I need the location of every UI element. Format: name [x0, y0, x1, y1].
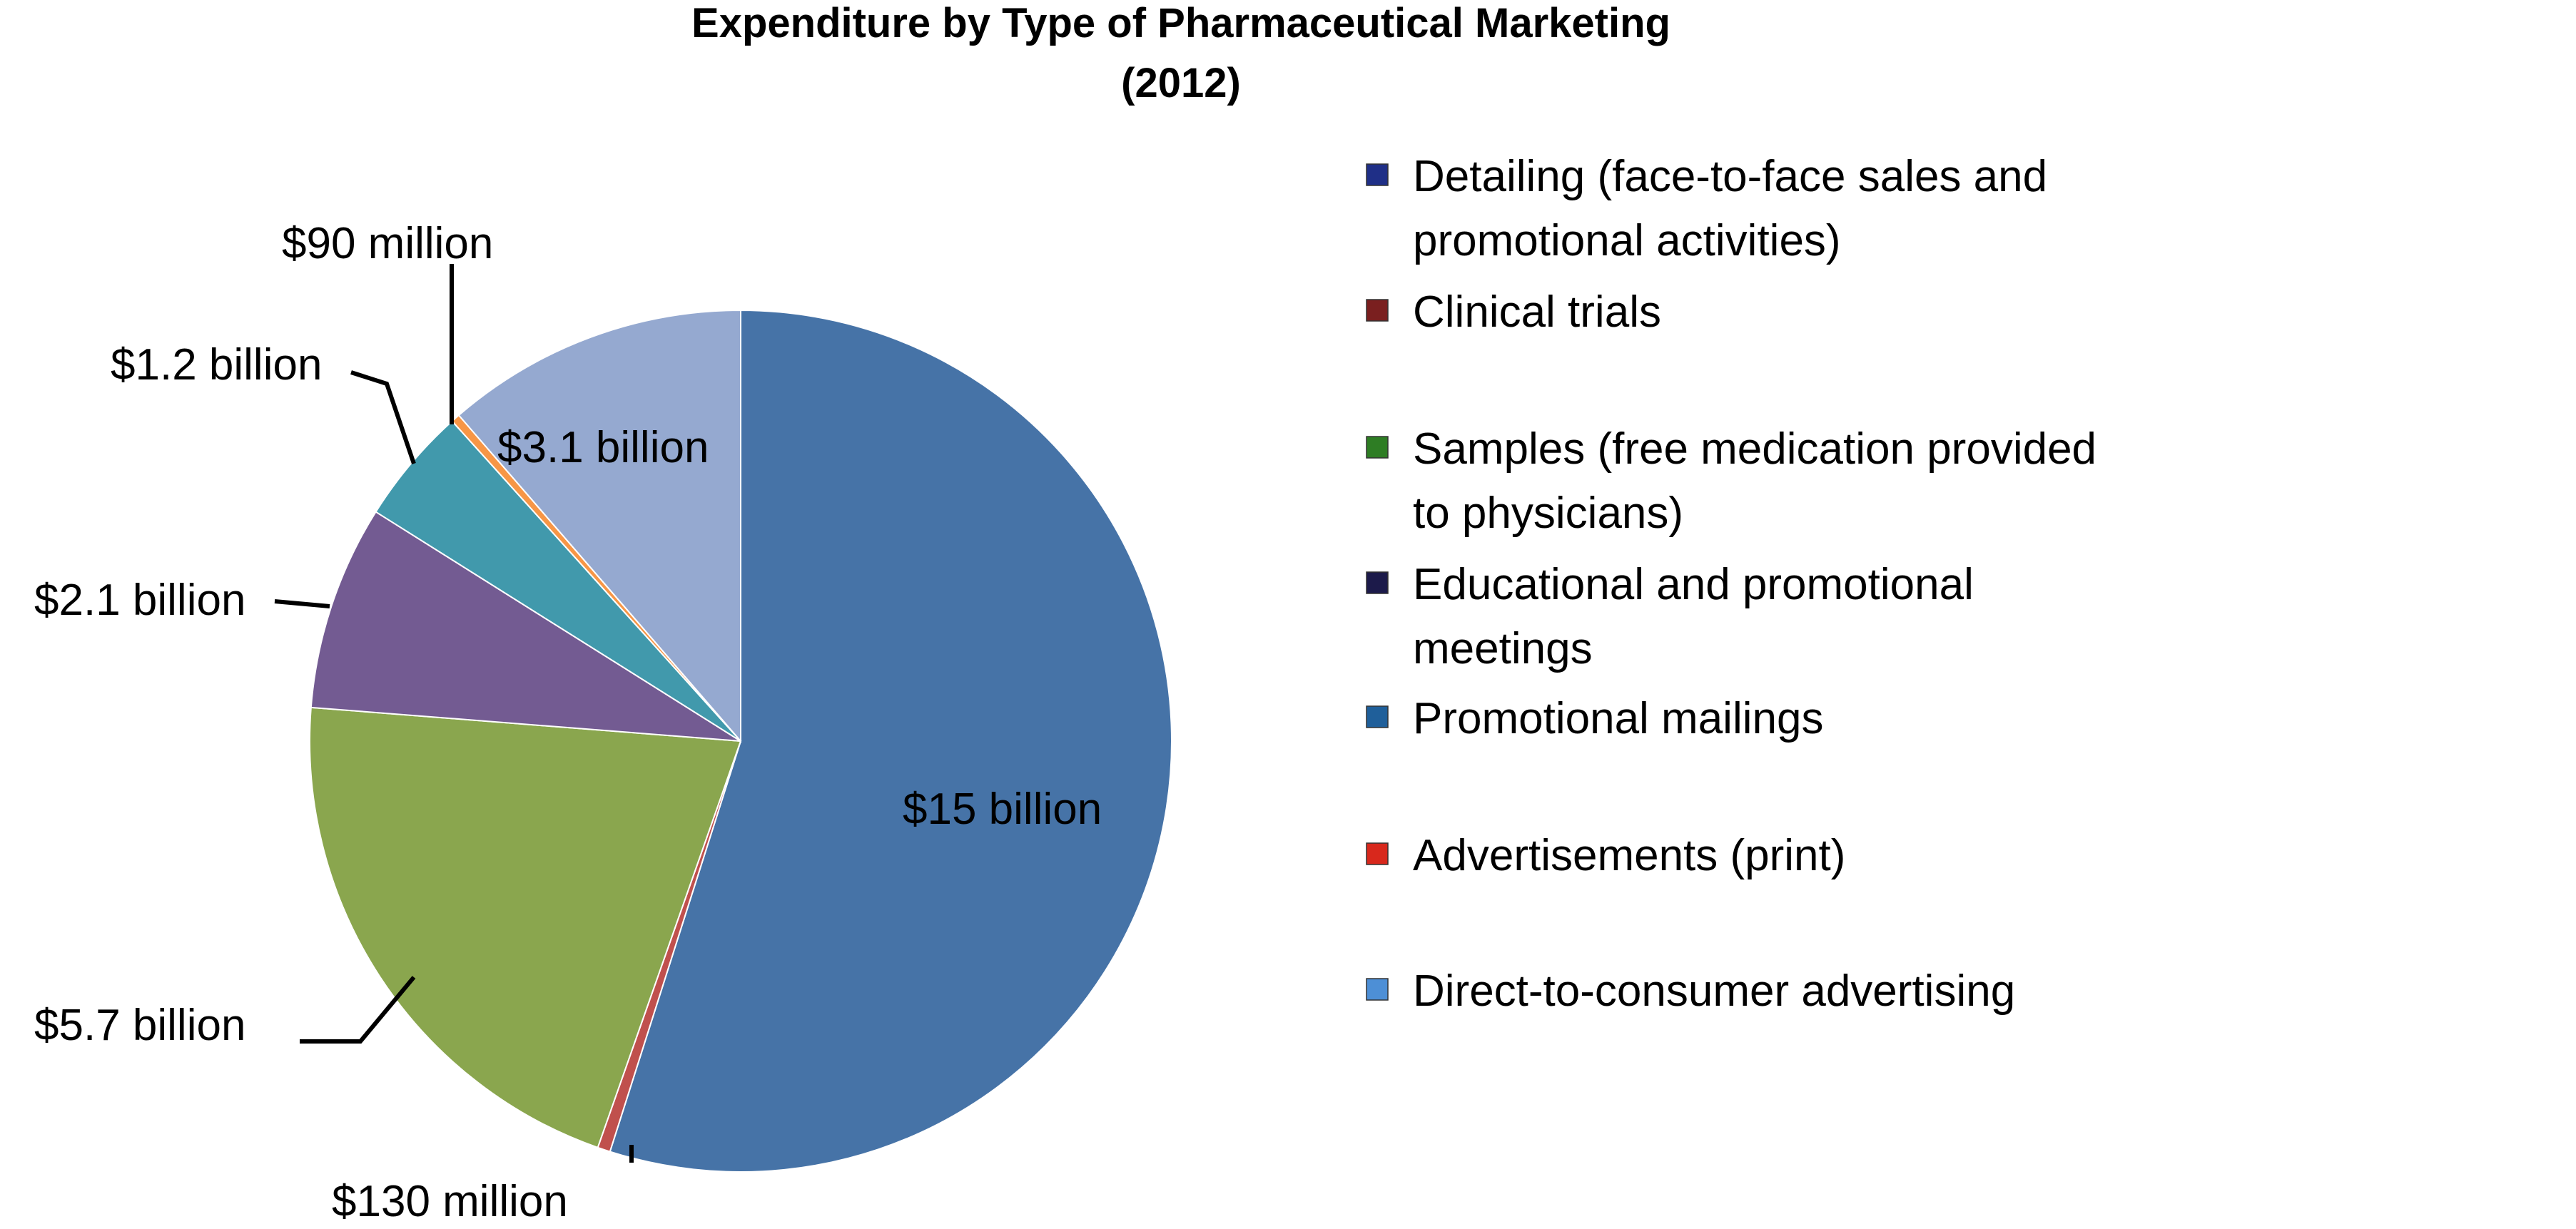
legend-swatch-advertisements — [1366, 842, 1389, 865]
chart-subtitle: (2012) — [1121, 60, 1241, 106]
data-label-meetings: $2.1 billion — [34, 576, 245, 625]
legend-swatch-dtc-advertising — [1366, 978, 1389, 1001]
pie-slice-meetings — [310, 511, 741, 742]
legend-item-detailing: Detailing (face-to-face sales and promot… — [1366, 152, 2047, 265]
leader-line-mailings — [350, 370, 416, 464]
legend-label-meetings: Educational and promotional — [1413, 560, 1974, 609]
legend-label-dtc-advertising: Direct-to-consumer advertising — [1413, 967, 2015, 1016]
legend-swatch-samples — [1366, 436, 1389, 459]
legend-item-clinical-trials: Clinical trials — [1366, 287, 1661, 337]
legend-label-samples-line2: to physicians) — [1413, 489, 1683, 538]
legend: Detailing (face-to-face sales and promot… — [1366, 152, 2096, 1016]
legend-label-meetings-line2: meetings — [1413, 624, 1593, 673]
legend-item-dtc-advertising: Direct-to-consumer advertising — [1366, 967, 2015, 1016]
legend-label-advertisements: Advertisements (print) — [1413, 831, 1845, 880]
legend-item-mailings: Promotional mailings — [1366, 694, 1823, 743]
legend-swatch-clinical-trials — [1366, 299, 1389, 322]
legend-item-advertisements: Advertisements (print) — [1366, 831, 1845, 880]
legend-swatch-detailing — [1366, 163, 1389, 186]
legend-item-samples: Samples (free medication provided to phy… — [1366, 424, 2096, 538]
leader-line-meetings — [274, 599, 330, 608]
data-label-mailings: $1.2 billion — [111, 340, 322, 389]
legend-item-meetings: Educational and promotional meetings — [1366, 560, 1974, 673]
label-leader-lines — [274, 264, 634, 1163]
data-label-samples: $5.7 billion — [34, 1001, 245, 1050]
legend-label-mailings: Promotional mailings — [1413, 694, 1823, 743]
legend-swatch-mailings — [1366, 705, 1389, 728]
legend-label-samples: Samples (free medication provided — [1413, 424, 2096, 474]
legend-label-detailing: Detailing (face-to-face sales and — [1413, 152, 2047, 201]
pie-slice-samples — [309, 706, 742, 1149]
data-label-dtc-advertising: $3.1 billion — [497, 423, 709, 472]
data-label-clinical-trials: $130 million — [332, 1177, 568, 1226]
legend-label-clinical-trials: Clinical trials — [1413, 287, 1661, 337]
pie-slices — [309, 309, 1172, 1173]
legend-label-detailing-line2: promotional activities) — [1413, 216, 1841, 265]
pie-slice-detailing — [609, 309, 1172, 1173]
leader-line-samples — [300, 976, 416, 1044]
data-labels: $15 billion $130 million $5.7 billion $2… — [34, 219, 1102, 1226]
data-label-detailing: $15 billion — [903, 785, 1102, 834]
data-label-advertisements: $90 million — [282, 219, 493, 268]
pie-slice-dtc-advertising — [457, 309, 741, 743]
chart-title: Expenditure by Type of Pharmaceutical Ma… — [691, 0, 1670, 46]
legend-swatch-meetings — [1366, 571, 1389, 594]
